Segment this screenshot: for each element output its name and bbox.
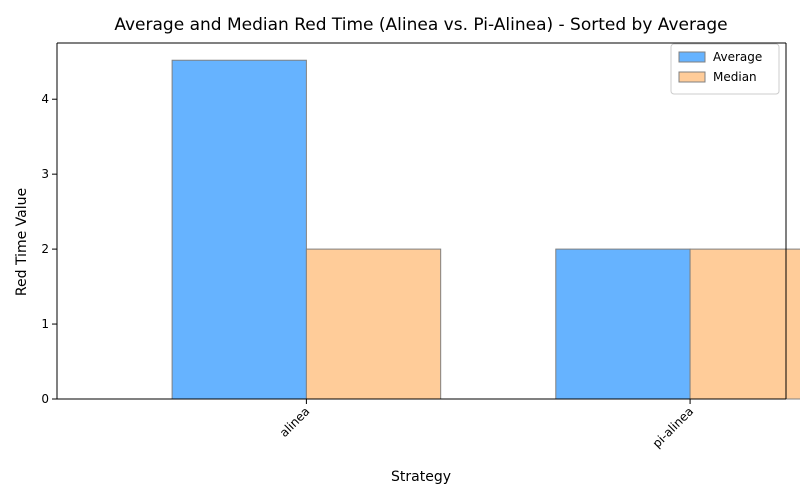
legend: Average Median — [670, 43, 780, 95]
legend-label-average: Average — [713, 50, 762, 64]
y-tick-label: 3 — [41, 167, 49, 181]
chart-title: Average and Median Red Time (Alinea vs. … — [114, 15, 727, 35]
bar-average-alinea — [171, 59, 307, 400]
x-tick-label: pi-alinea — [650, 404, 696, 450]
legend-swatch-median — [678, 71, 706, 83]
y-ticks: 0 1 2 3 4 — [41, 92, 57, 406]
bar-average-pi-alinea — [555, 248, 691, 400]
y-tick-label: 2 — [41, 242, 49, 256]
bar-median-alinea — [305, 248, 442, 400]
x-axis-label: Strategy — [391, 469, 451, 485]
plot-area — [171, 59, 800, 400]
y-tick-label: 4 — [41, 92, 49, 106]
y-axis-label: Red Time Value — [14, 188, 30, 296]
legend-swatch-average — [678, 51, 706, 63]
x-ticks: alinea pi-alinea — [277, 399, 696, 451]
bar-median-pi-alinea — [689, 248, 800, 400]
y-tick-label: 1 — [41, 317, 49, 331]
x-tick-label: alinea — [277, 404, 313, 440]
legend-label-median: Median — [713, 70, 757, 84]
y-tick-label: 0 — [41, 392, 49, 406]
